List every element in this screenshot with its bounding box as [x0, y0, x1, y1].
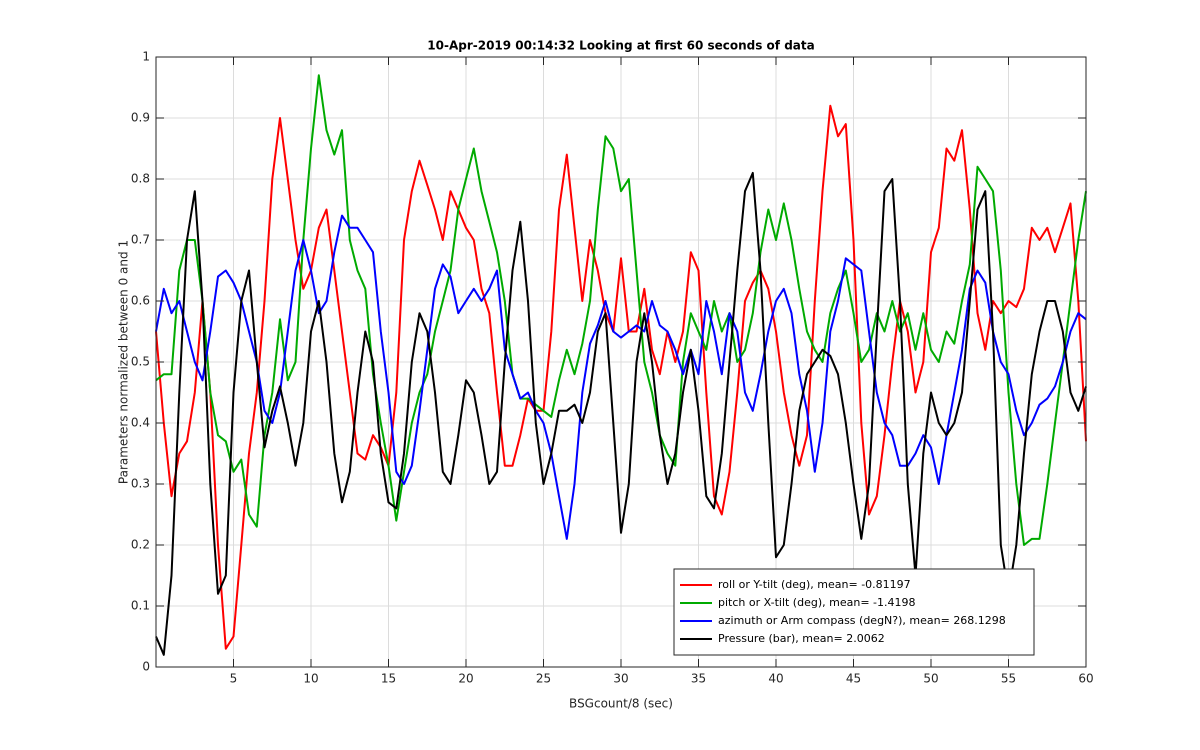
- x-tick-label: 10: [303, 672, 318, 686]
- x-tick-label: 50: [923, 672, 938, 686]
- series-line: [155, 214, 1087, 540]
- x-tick-label: 60: [1078, 672, 1093, 686]
- y-tick-label: 0.8: [131, 172, 150, 186]
- y-tick-label: 0.9: [131, 111, 150, 125]
- y-tick-label: 0.7: [131, 233, 150, 247]
- series-line: [155, 171, 1087, 656]
- y-tick-label: 0.2: [131, 538, 150, 552]
- legend-label: azimuth or Arm compass (degN?), mean= 26…: [718, 614, 1006, 627]
- y-tick-label: 0.3: [131, 477, 150, 491]
- y-tick-label: 1: [142, 50, 150, 64]
- legend-box: [673, 568, 1035, 656]
- x-tick-label: 20: [458, 672, 473, 686]
- x-tick-label: 55: [1001, 672, 1016, 686]
- x-tick-label: 45: [846, 672, 861, 686]
- legend-label: Pressure (bar), mean= 2.0062: [718, 632, 885, 645]
- x-tick-label: 30: [613, 672, 628, 686]
- y-tick-label: 0.6: [131, 294, 150, 308]
- legend-label: roll or Y-tilt (deg), mean= -0.81197: [718, 578, 911, 591]
- y-axis-label: Parameters normalized between 0 and 1: [117, 240, 131, 484]
- x-tick-label: 5: [230, 672, 238, 686]
- legend: roll or Y-tilt (deg), mean= -0.81197 pitc…: [673, 568, 1035, 656]
- legend-label: pitch or X-tilt (deg), mean= -1.4198: [718, 596, 915, 609]
- y-tick-label: 0.4: [131, 416, 150, 430]
- y-tick-label: 0.1: [131, 599, 150, 613]
- chart-title: 10-Apr-2019 00:14:32 Looking at first 60…: [427, 39, 814, 53]
- x-axis-label: BSGcount/8 (sec): [569, 697, 673, 711]
- y-tick-label: 0.5: [131, 355, 150, 369]
- x-tick-label: 40: [768, 672, 783, 686]
- lines: [155, 74, 1087, 656]
- x-tick-label: 25: [536, 672, 551, 686]
- ticks: 5 10 15 20 25 30 35 40 45 50 55 60 0 0.1 0.2 0.3 0.4 0.5 0…: [131, 50, 1094, 686]
- y-tick-label: 0: [142, 660, 150, 674]
- series-line: [155, 74, 1087, 546]
- x-tick-label: 35: [691, 672, 706, 686]
- x-tick-label: 15: [381, 672, 396, 686]
